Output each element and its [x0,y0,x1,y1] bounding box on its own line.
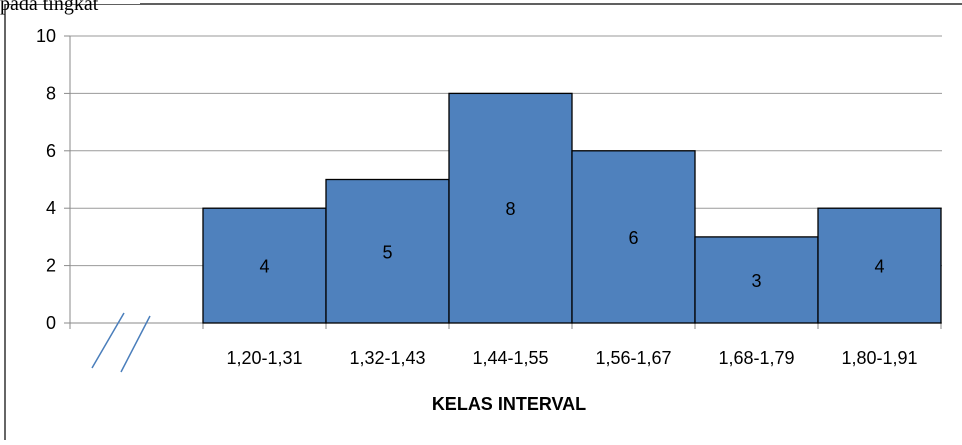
top-text: pada tingkat [0,0,99,15]
bar-1,20-1,31 [202,207,327,324]
bar-1,80-1,91 [817,207,942,324]
data-label: 6 [628,228,638,248]
x-tick-label: 1,68-1,79 [718,348,794,368]
y-tick-label: 4 [46,198,56,218]
y-tick-label: 8 [46,83,56,103]
top-text-clip-guard [0,4,962,6]
y-tick-label: 0 [46,313,56,333]
y-tick-labels: 0 2 4 6 8 10 [36,26,56,333]
data-label: 3 [751,271,761,291]
x-axis-title: KELAS INTERVAL [432,394,586,414]
x-tick-label: 1,44-1,55 [472,348,548,368]
axis-break-mark-right [120,315,151,373]
data-label: 5 [382,242,392,262]
axis-break-mark-left [91,312,125,369]
y-tick-label: 6 [46,141,56,161]
x-tick-label: 1,32-1,43 [349,348,425,368]
bar-1,44-1,55 [448,92,573,324]
data-label: 4 [259,257,269,277]
data-labels: 4 5 8 6 3 4 [259,199,884,291]
x-tick-label: 1,80-1,91 [841,348,917,368]
data-label: 8 [505,199,515,219]
bar-1,56-1,67 [571,150,696,324]
bars [202,92,942,324]
bar-1,68-1,79 [694,236,819,324]
y-tick-label: 2 [46,256,56,276]
top-text-mask [0,0,140,4]
bar-1,32-1,43 [325,178,450,324]
data-label: 4 [874,257,884,277]
x-tick-label: 1,56-1,67 [595,348,671,368]
x-tick-label: 1,20-1,31 [226,348,302,368]
y-tick-label: 10 [36,26,56,46]
x-tick-labels: 1,20-1,31 1,32-1,43 1,44-1,55 1,56-1,67 1,68… [226,348,917,368]
